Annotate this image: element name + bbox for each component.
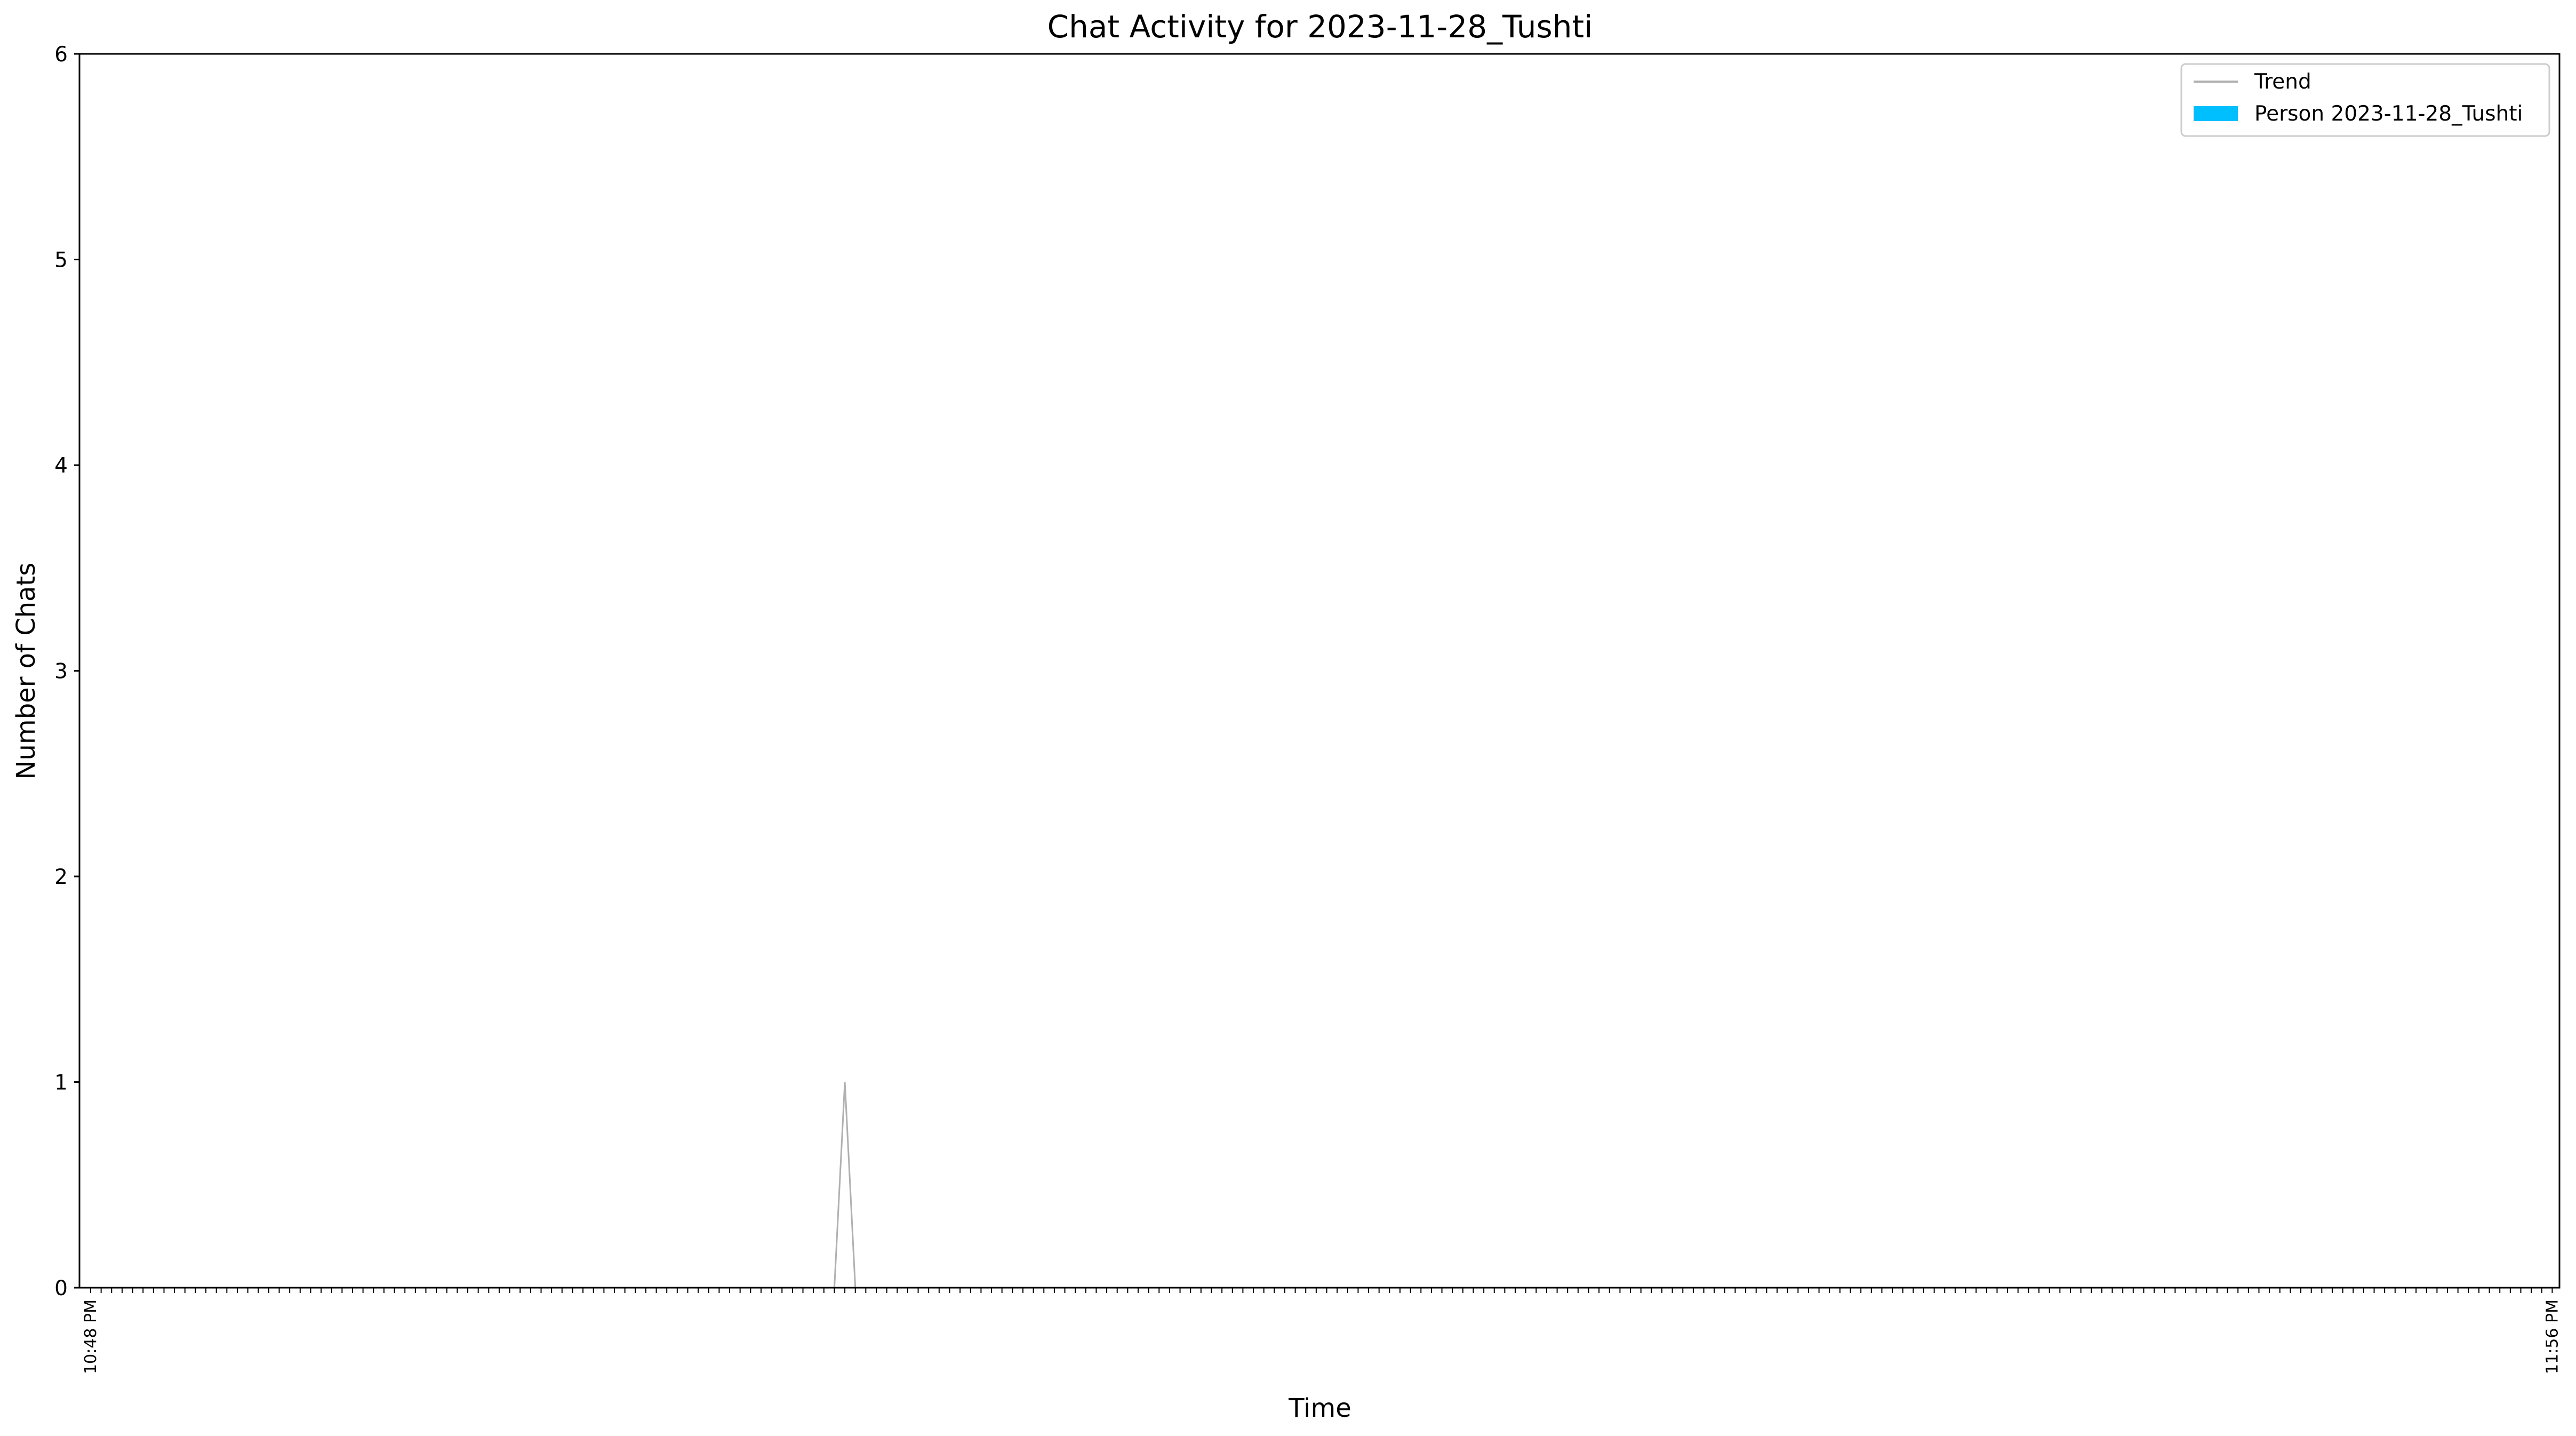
y-tick-label: 3 xyxy=(54,660,68,684)
y-tick-label: 6 xyxy=(54,43,68,67)
legend-label-person: Person 2023-11-28_Tushti xyxy=(2254,102,2523,126)
y-tick-label: 2 xyxy=(54,865,68,889)
y-axis-label: Number of Chats xyxy=(11,563,41,780)
x-axis: 10:48 PM 11:56 PM xyxy=(82,1288,2562,1374)
legend-label-trend: Trend xyxy=(2254,70,2311,94)
x-axis-label: Time xyxy=(1288,1393,1351,1423)
plot-frame xyxy=(78,53,2561,1289)
y-tick-label: 5 xyxy=(54,249,68,273)
x-tick-label-first: 10:48 PM xyxy=(82,1299,100,1374)
legend: Trend Person 2023-11-28_Tushti xyxy=(2180,63,2550,137)
legend-swatch-person xyxy=(2194,106,2238,121)
x-tick-label-last: 11:56 PM xyxy=(2543,1299,2562,1374)
legend-box xyxy=(2180,63,2550,137)
chart-title: Chat Activity for 2023-11-28_Tushti xyxy=(1047,9,1593,45)
y-tick-label: 0 xyxy=(54,1277,68,1301)
series-layer xyxy=(833,1082,857,1288)
y-tick-label: 1 xyxy=(54,1071,68,1095)
y-tick-label: 4 xyxy=(54,454,68,478)
series-line-0 xyxy=(833,1082,857,1288)
y-axis: 0 1 2 3 4 5 6 xyxy=(54,43,79,1301)
